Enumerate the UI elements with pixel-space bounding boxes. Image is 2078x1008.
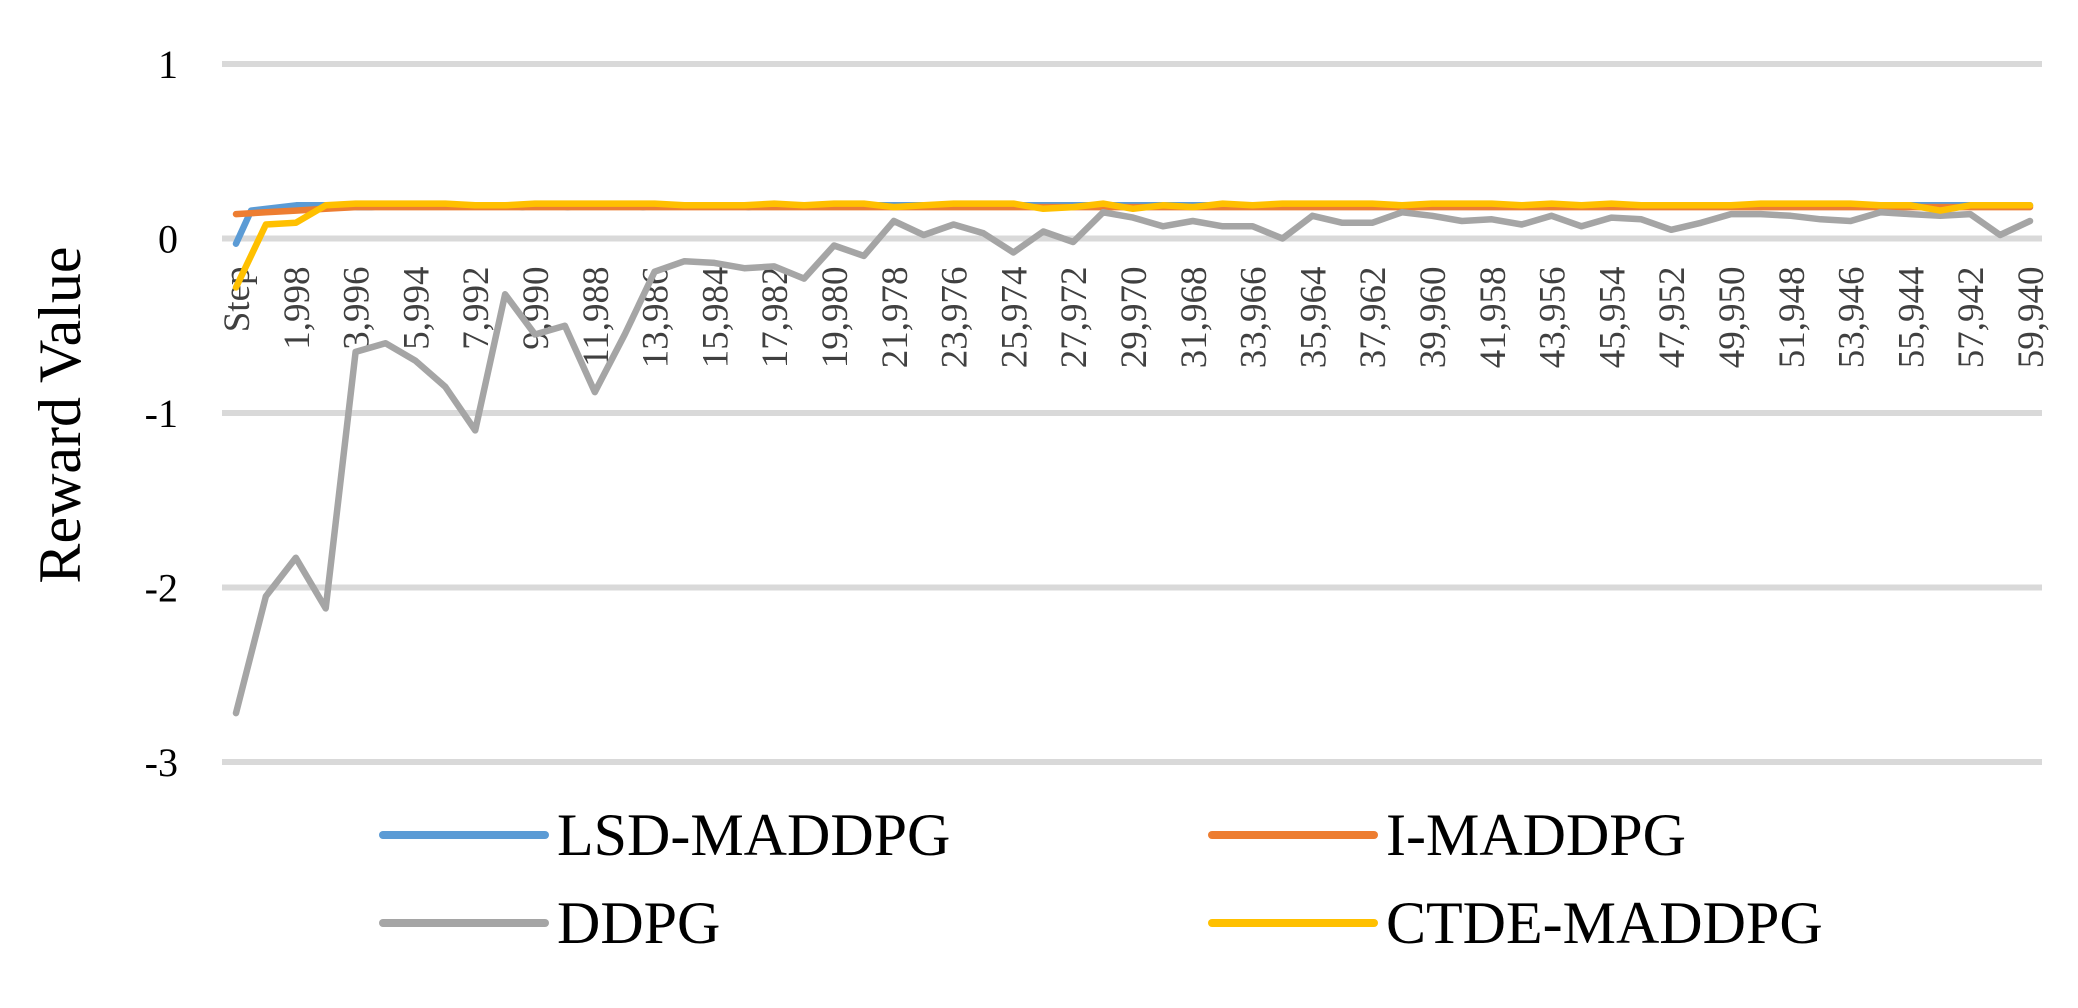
y-tick-label: -3 (145, 740, 178, 785)
x-tick-label: 13,986 (636, 267, 677, 369)
x-tick-label: 59,940 (2011, 267, 2052, 369)
x-tick-label: 31,968 (1174, 267, 1215, 369)
y-tick-label: -2 (145, 566, 178, 611)
y-axis-label: Reward Value (27, 246, 93, 583)
x-tick-label: 29,970 (1114, 267, 1155, 369)
x-tick-label: 33,966 (1234, 267, 1275, 369)
x-tick-label: 35,964 (1293, 267, 1334, 369)
x-tick-label: 47,952 (1652, 267, 1693, 369)
x-tick-label: 41,958 (1473, 267, 1514, 369)
legend-label: I-MADDPG (1386, 802, 1686, 868)
legend-label: DDPG (557, 890, 720, 956)
x-tick-label: 15,984 (695, 267, 736, 369)
x-tick-label: 27,972 (1054, 267, 1095, 369)
x-tick-label: 37,962 (1353, 267, 1394, 369)
series-lines (232, 200, 2034, 717)
x-tick-label: 25,974 (994, 267, 1035, 369)
y-axis-ticks: 1 0 -1 -2 -3 (145, 42, 178, 785)
x-tick-label: 19,980 (815, 267, 856, 369)
x-tick-label: 17,982 (755, 267, 796, 369)
x-tick-label: 5,994 (396, 267, 437, 350)
x-axis-ticks: Step 1,998 3,996 5,994 7,992 9,990 11,988 13,98… (217, 267, 2052, 369)
x-tick-label: 39,960 (1413, 267, 1454, 369)
y-tick-label: -1 (145, 391, 178, 436)
legend: LSD-MADDPG I-MADDPG DDPG CTDE-MADDPG (379, 802, 1823, 956)
x-tick-label: 45,954 (1592, 267, 1633, 369)
x-tick-label: 11,988 (576, 267, 617, 367)
x-tick-label: 1,998 (277, 267, 318, 350)
x-tick-label: 23,976 (935, 267, 976, 369)
x-tick-label: 7,992 (456, 267, 497, 350)
legend-label: CTDE-MADDPG (1386, 890, 1823, 956)
x-tick-label: Step (217, 267, 258, 333)
x-tick-label: 49,950 (1712, 267, 1753, 369)
x-tick-label: 55,944 (1891, 267, 1932, 369)
x-tick-label: 3,996 (337, 267, 378, 350)
x-tick-label: 53,946 (1832, 267, 1873, 369)
y-tick-label: 1 (158, 42, 178, 87)
legend-label: LSD-MADDPG (557, 802, 950, 868)
x-tick-label: 57,942 (1951, 267, 1992, 369)
gridlines (222, 61, 2042, 765)
x-tick-label: 21,978 (875, 267, 916, 369)
y-tick-label: 0 (158, 217, 178, 262)
series-line-ctde-maddpg (232, 200, 2034, 291)
x-tick-label: 43,956 (1533, 267, 1574, 369)
series-line-ddpg (232, 209, 2034, 717)
x-tick-label: 51,948 (1772, 267, 1813, 369)
